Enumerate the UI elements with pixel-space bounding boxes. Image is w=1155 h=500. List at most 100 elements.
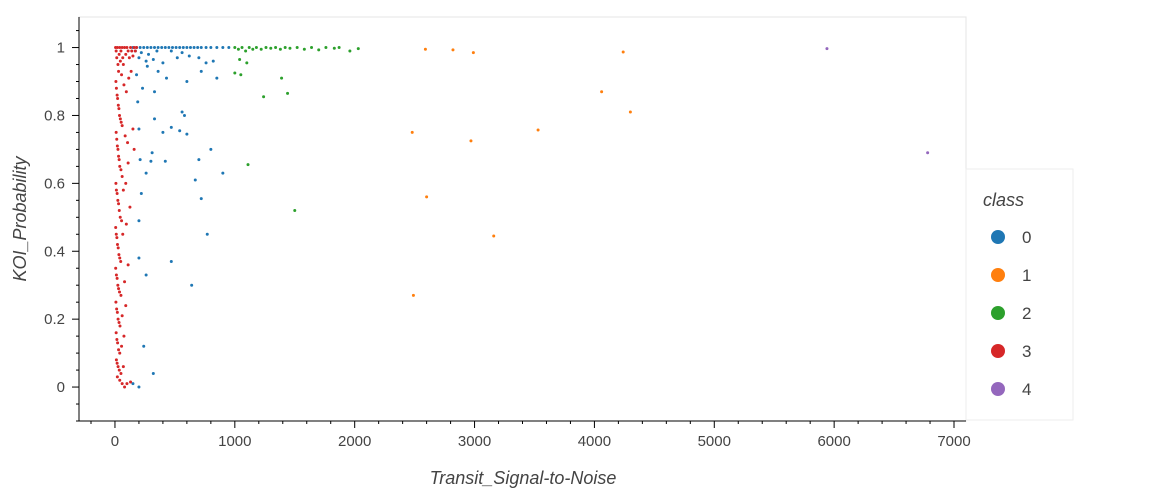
data-point: [145, 46, 149, 50]
legend-title: class: [983, 190, 1024, 210]
data-point: [114, 266, 118, 270]
legend: class 0 1 2 3 4: [965, 168, 1074, 421]
data-point: [120, 344, 124, 348]
data-point: [114, 273, 118, 277]
data-point: [144, 171, 148, 175]
data-point: [167, 46, 171, 50]
data-point: [119, 371, 123, 375]
data-point: [117, 202, 121, 206]
data-point: [117, 368, 121, 372]
data-point: [142, 46, 146, 50]
data-point: [131, 54, 135, 58]
data-point: [132, 147, 136, 151]
data-point: [137, 219, 141, 223]
data-point: [247, 46, 251, 50]
plot-area-border: [78, 16, 967, 422]
data-point: [118, 164, 122, 168]
data-point: [165, 76, 168, 80]
data-point: [149, 159, 153, 163]
data-point: [227, 46, 231, 50]
data-point: [199, 46, 203, 50]
data-point: [190, 283, 194, 287]
legend-box: [965, 168, 1074, 421]
data-point: [125, 46, 129, 50]
data-point: [126, 49, 130, 53]
data-point: [170, 46, 174, 50]
data-point: [115, 93, 119, 97]
data-point: [288, 46, 292, 50]
data-point: [153, 46, 157, 50]
data-point: [119, 293, 123, 297]
data-point: [129, 69, 133, 73]
data-point: [115, 137, 119, 141]
data-point: [169, 125, 173, 129]
data-point: [192, 46, 196, 50]
series-2: [233, 46, 360, 213]
data-point: [118, 351, 122, 355]
data-point: [120, 382, 124, 386]
data-point: [411, 293, 415, 297]
data-point: [236, 47, 240, 51]
data-point: [141, 86, 145, 90]
data-point: [117, 52, 121, 56]
legend-marker: [991, 306, 1005, 320]
data-point: [185, 80, 189, 83]
data-point: [293, 209, 297, 213]
data-point: [269, 46, 273, 50]
data-point: [129, 380, 133, 384]
data-point: [337, 46, 341, 50]
data-point: [124, 304, 128, 308]
data-point: [274, 46, 278, 50]
data-point: [621, 50, 625, 54]
data-point: [356, 47, 360, 51]
y-tick-label: 0.4: [44, 243, 65, 260]
data-point: [144, 273, 148, 277]
data-point: [169, 49, 173, 53]
data-point: [120, 46, 124, 50]
x-ticks: 0 1000 2000 3000 4000 5000 6000 7000: [90, 421, 971, 450]
data-point: [286, 91, 290, 95]
data-point: [116, 341, 120, 345]
legend-marker: [991, 230, 1005, 244]
data-point: [233, 46, 237, 50]
data-point: [123, 46, 127, 50]
data-point: [114, 188, 118, 192]
x-tick-label: 5000: [698, 433, 731, 450]
legend-item-1: 1: [991, 266, 1031, 285]
y-tick-label: 0.2: [44, 311, 65, 328]
data-point: [239, 73, 243, 77]
data-point: [115, 56, 119, 60]
y-tick-label: 1: [57, 40, 65, 57]
data-point: [147, 52, 151, 56]
legend-label: 1: [1022, 266, 1031, 285]
data-point: [126, 141, 130, 145]
data-point: [127, 56, 131, 60]
legend-marker: [991, 382, 1005, 396]
data-point: [116, 317, 120, 321]
data-point: [130, 49, 134, 53]
legend-item-4: 4: [991, 380, 1031, 399]
data-point: [238, 57, 242, 61]
legend-item-3: 3: [991, 342, 1031, 361]
data-point: [233, 71, 237, 75]
data-point: [254, 46, 258, 50]
data-point: [115, 307, 119, 311]
data-point: [139, 192, 143, 196]
data-point: [115, 192, 119, 196]
data-point: [115, 338, 119, 342]
data-point: [124, 222, 128, 226]
series-3: [114, 46, 139, 389]
data-point: [423, 47, 427, 51]
data-point: [119, 259, 123, 263]
data-point: [124, 52, 128, 56]
data-point: [197, 158, 201, 162]
data-point: [628, 110, 632, 114]
data-point: [280, 76, 284, 80]
data-point: [114, 358, 118, 362]
data-point: [153, 90, 157, 94]
data-point: [117, 158, 121, 162]
data-point: [117, 321, 121, 325]
series-0: [131, 46, 231, 389]
data-point: [118, 324, 122, 328]
